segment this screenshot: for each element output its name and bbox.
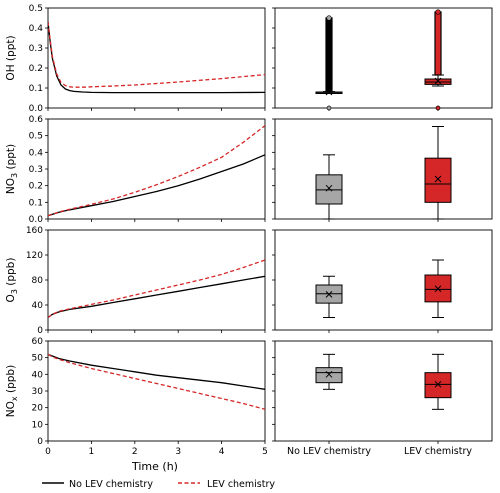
legend-label-no-lev: No LEV chemistry bbox=[69, 479, 153, 490]
x-tick-label: 1 bbox=[89, 447, 95, 457]
y-tick-label: 0.5 bbox=[29, 132, 43, 142]
y-tick-label: 0.0 bbox=[29, 104, 44, 114]
y-tick-label: 0 bbox=[37, 326, 43, 336]
series-line-lev bbox=[48, 259, 265, 319]
box-lev bbox=[424, 126, 452, 220]
y-tick-label: 0.3 bbox=[29, 165, 43, 175]
line-plot-frame bbox=[47, 340, 266, 442]
line-plot-frame bbox=[47, 229, 266, 331]
box-no-lev bbox=[315, 353, 343, 390]
y-axis-label: OH (ppt) bbox=[5, 35, 17, 80]
y-axis-label: NO3 (ppt) bbox=[5, 144, 19, 194]
panel-2: 0.0 0.1 0.2 0.3 0.4 0.5 0.6 NO3 (ppt) bbox=[5, 115, 493, 225]
box-no-lev bbox=[315, 15, 343, 111]
mean-marker bbox=[434, 380, 442, 388]
box-plot-frame bbox=[274, 118, 493, 220]
category-label-no-lev: No LEV chemistry bbox=[287, 446, 371, 457]
y-tick-label: 0 bbox=[37, 437, 43, 447]
outlier-point bbox=[326, 15, 332, 21]
y-tick-label: 0.6 bbox=[29, 115, 44, 125]
y-tick-label: 40 bbox=[32, 301, 44, 311]
legend: No LEV chemistry LEV chemistry bbox=[42, 479, 275, 490]
panel-1: 0.0 0.1 0.2 0.3 0.4 0.5 OH (ppt) bbox=[5, 4, 493, 114]
box-no-lev bbox=[315, 154, 343, 220]
box-lev bbox=[424, 353, 452, 410]
mean-marker bbox=[325, 184, 333, 192]
outlier-band bbox=[434, 11, 442, 76]
box-plot-frame bbox=[274, 7, 493, 109]
outlier-band bbox=[325, 17, 333, 93]
y-tick-label: 20 bbox=[32, 404, 44, 414]
line-plot-frame bbox=[47, 118, 266, 220]
series-line-lev bbox=[48, 353, 265, 410]
y-axis-label: O3 (ppb) bbox=[5, 258, 19, 303]
y-tick-label: 60 bbox=[32, 337, 44, 347]
box-no-lev bbox=[315, 275, 343, 318]
mean-marker bbox=[434, 77, 442, 85]
series-line-lev bbox=[48, 21, 265, 88]
y-tick-label: 30 bbox=[32, 387, 44, 397]
category-label-lev: LEV chemistry bbox=[404, 446, 472, 457]
y-tick-label: 0.4 bbox=[29, 24, 44, 34]
y-tick-label: 0.1 bbox=[29, 198, 43, 208]
x-tick-label: 2 bbox=[132, 447, 138, 457]
x-axis-label: Time (h) bbox=[131, 460, 178, 473]
y-tick-label: 160 bbox=[26, 226, 43, 236]
box-lev bbox=[424, 259, 452, 318]
x-tick-label: 5 bbox=[262, 447, 268, 457]
line-plot-frame bbox=[47, 7, 266, 109]
mean-marker bbox=[434, 285, 442, 293]
mean-marker bbox=[434, 175, 442, 183]
y-tick-label: 40 bbox=[32, 370, 44, 380]
legend-label-lev: LEV chemistry bbox=[207, 479, 275, 490]
mean-marker bbox=[325, 291, 333, 298]
x-tick-label: 4 bbox=[219, 447, 225, 457]
series-line-no-lev bbox=[48, 275, 265, 319]
y-axis-label: NOx (ppb) bbox=[5, 365, 19, 417]
y-tick-label: 120 bbox=[26, 251, 43, 261]
box-iqr bbox=[315, 367, 343, 384]
y-tick-label: 0.2 bbox=[29, 64, 43, 74]
box-iqr bbox=[424, 372, 452, 399]
series-line-lev bbox=[48, 125, 265, 217]
x-tick-label: 3 bbox=[175, 447, 181, 457]
y-tick-label: 50 bbox=[32, 354, 44, 364]
box-plot-frame bbox=[274, 229, 493, 331]
y-tick-label: 0.0 bbox=[29, 215, 44, 225]
outlier-point bbox=[435, 9, 441, 15]
series-line-no-lev bbox=[48, 21, 265, 94]
y-tick-label: 0.5 bbox=[29, 4, 43, 14]
outlier-point bbox=[435, 105, 441, 111]
series-line-no-lev bbox=[48, 353, 265, 390]
panel-3: 0 40 80 120 160 O3 (ppb) bbox=[5, 226, 493, 336]
y-tick-label: 10 bbox=[32, 420, 44, 430]
panels: 0.00.10.20.30.40.5OH (ppt)0.00.10.20.30.… bbox=[5, 4, 493, 457]
outlier-point bbox=[326, 105, 332, 111]
y-tick-label: 80 bbox=[32, 276, 44, 286]
box-iqr bbox=[424, 157, 452, 203]
box-lev bbox=[424, 9, 452, 111]
y-tick-label: 0.4 bbox=[29, 148, 44, 158]
x-tick-label: 0 bbox=[45, 447, 51, 457]
panel-4: 0 10 20 30 40 50 60 0 1 2 3 4 5 NOx (ppb) bbox=[5, 337, 493, 457]
mean-marker bbox=[325, 370, 333, 378]
category-labels: No LEV chemistry LEV chemistry bbox=[287, 446, 472, 457]
y-tick-label: 0.2 bbox=[29, 182, 43, 192]
box-plot-frame bbox=[274, 340, 493, 442]
y-tick-label: 0.1 bbox=[29, 84, 43, 94]
y-tick-label: 0.3 bbox=[29, 44, 43, 54]
